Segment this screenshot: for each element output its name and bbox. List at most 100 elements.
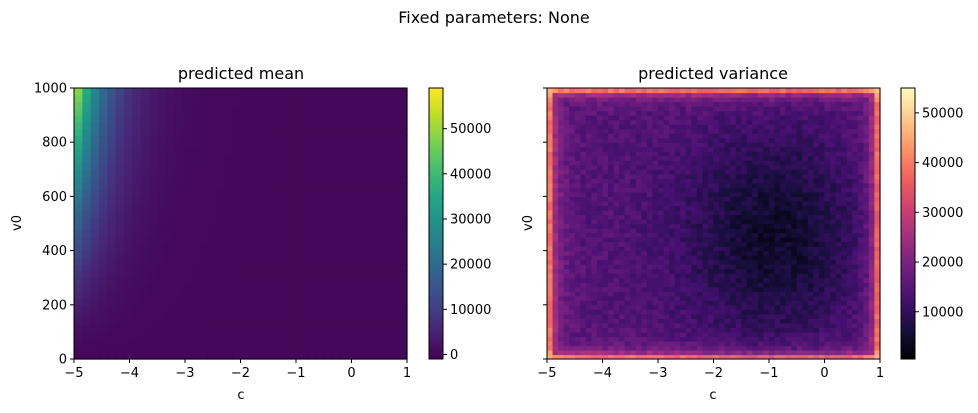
heatmap-cell	[802, 264, 809, 270]
heatmap-cell	[652, 246, 659, 252]
heatmap-cell	[123, 135, 133, 143]
heatmap-cell	[685, 178, 692, 184]
heatmap-cell	[835, 196, 842, 202]
heatmap-cell	[569, 178, 576, 184]
heatmap-cell	[265, 182, 275, 191]
heatmap-cell	[585, 304, 592, 310]
heatmap-cell	[696, 142, 703, 148]
heatmap-cell	[791, 313, 798, 319]
heatmap-cell	[769, 187, 776, 193]
heatmap-cell	[680, 187, 687, 193]
heatmap-cell	[569, 137, 576, 143]
heatmap-cell	[602, 146, 609, 152]
heatmap-cell	[190, 115, 200, 123]
heatmap-cell	[696, 322, 703, 328]
heatmap-cell	[813, 88, 820, 94]
heatmap-cell	[608, 218, 615, 225]
heatmap-cell	[332, 162, 341, 170]
heatmap-cell	[624, 286, 631, 292]
heatmap-cell	[774, 295, 781, 301]
heatmap-cell	[215, 128, 225, 137]
heatmap-cell	[298, 189, 308, 198]
heatmap-cell	[663, 191, 670, 197]
heatmap-cell	[608, 327, 615, 333]
heatmap-cell	[357, 291, 366, 299]
heatmap-cell	[757, 101, 765, 107]
heatmap-cell	[619, 304, 626, 310]
heatmap-cell	[558, 255, 565, 261]
heatmap-cell	[157, 304, 167, 313]
heatmap-cell	[730, 97, 737, 103]
heatmap-cell	[691, 133, 698, 139]
heatmap-cell	[796, 291, 803, 297]
heatmap-cell	[674, 331, 681, 338]
heatmap-cell	[719, 322, 726, 328]
heatmap-cell	[82, 216, 92, 225]
heatmap-cell	[757, 214, 765, 220]
heatmap-cell	[702, 318, 709, 324]
heatmap-cell	[140, 230, 150, 238]
heatmap-cell	[669, 110, 676, 116]
heatmap-cell	[658, 300, 665, 306]
heatmap-cell	[563, 309, 570, 315]
heatmap-cell	[769, 200, 776, 207]
heatmap-cell	[165, 270, 175, 279]
heatmap-cell	[207, 257, 217, 265]
heatmap-cell	[98, 88, 108, 96]
heatmap-cell	[763, 331, 770, 338]
heatmap-cell	[552, 273, 559, 279]
heatmap-cell	[74, 169, 83, 177]
heatmap-cell	[613, 101, 620, 107]
heatmap-cell	[796, 300, 803, 306]
heatmap-cell	[608, 119, 615, 125]
heatmap-cell	[813, 200, 820, 207]
heatmap-cell	[674, 237, 681, 243]
heatmap-cell	[107, 176, 117, 184]
heatmap-cell	[780, 191, 787, 197]
heatmap-cell	[569, 250, 576, 256]
heatmap-cell	[182, 148, 192, 157]
heatmap-cell	[552, 313, 559, 319]
heatmap-cell	[630, 182, 637, 188]
heatmap-cell	[630, 110, 637, 116]
heatmap-cell	[608, 205, 615, 211]
heatmap-cell	[646, 110, 654, 116]
heatmap-cell	[82, 243, 92, 252]
heatmap-cell	[591, 327, 598, 333]
heatmap-cell	[796, 196, 803, 202]
heatmap-cell	[685, 309, 692, 315]
heatmap-cell	[173, 148, 183, 157]
heatmap-cell	[257, 162, 267, 170]
heatmap-cell	[569, 345, 576, 351]
heatmap-cell	[107, 108, 117, 116]
heatmap-cell	[835, 277, 842, 283]
heatmap-cell	[563, 128, 570, 134]
heatmap-cell	[652, 169, 659, 175]
heatmap-cell	[630, 304, 637, 310]
heatmap-cell	[323, 270, 333, 279]
heatmap-cell	[602, 331, 609, 338]
heatmap-cell	[585, 88, 592, 94]
heatmap-cell	[569, 124, 576, 130]
heatmap-cell	[680, 124, 687, 130]
heatmap-cell	[802, 106, 809, 112]
heatmap-cell	[774, 214, 781, 220]
heatmap-cell	[613, 345, 620, 351]
heatmap-cell	[215, 162, 225, 170]
heatmap-cell	[223, 115, 233, 123]
heatmap-cell	[132, 318, 142, 326]
heatmap-cell	[273, 331, 283, 340]
heatmap-cell	[685, 241, 692, 247]
heatmap-cell	[774, 151, 781, 157]
heatmap-cell	[707, 209, 715, 216]
heatmap-cell	[608, 309, 615, 315]
heatmap-cell	[157, 243, 167, 252]
heatmap-cell	[774, 286, 781, 292]
heatmap-cell	[624, 255, 631, 261]
heatmap-cell	[248, 196, 258, 204]
heatmap-cell	[752, 318, 759, 324]
heatmap-cell	[563, 250, 570, 256]
heatmap-cell	[569, 295, 576, 301]
heatmap-cell	[602, 318, 609, 324]
heatmap-cell	[390, 243, 400, 252]
